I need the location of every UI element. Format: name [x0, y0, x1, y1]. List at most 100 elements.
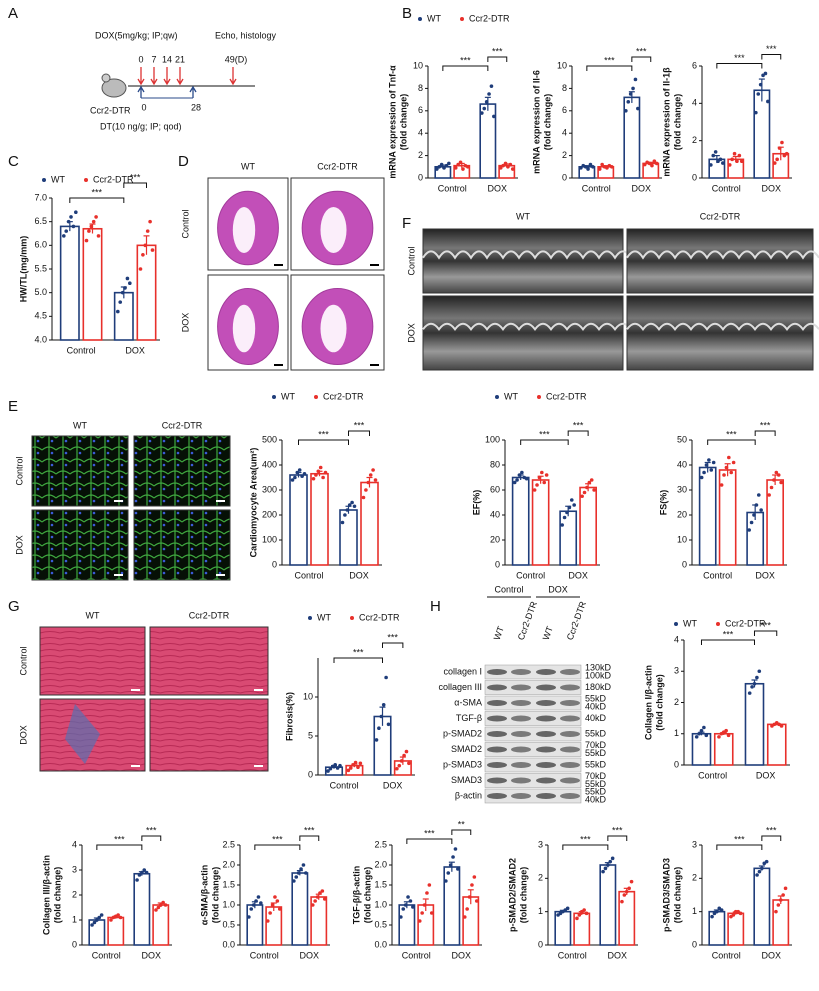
data-point: [721, 161, 725, 165]
data-point: [755, 675, 759, 680]
data-point: [704, 733, 709, 738]
data-point: [699, 728, 704, 733]
data-point: [368, 473, 373, 477]
data-point: [756, 493, 761, 497]
data-point: [589, 478, 594, 482]
masson-image: [39, 626, 146, 696]
data-point: [292, 879, 296, 883]
x-tick-label: Control: [712, 950, 741, 960]
data-point: [163, 903, 168, 907]
bar: [559, 510, 578, 566]
x-tick-label: DOX: [632, 183, 652, 193]
data-point: [501, 163, 505, 168]
significance-bracket: [716, 844, 763, 850]
significance-bracket: [333, 657, 384, 663]
data-point: [94, 215, 98, 219]
data-point: [402, 753, 406, 758]
y-axis-label: (fold change): [52, 867, 62, 924]
data-point: [508, 162, 513, 167]
x-tick-label: DOX: [300, 950, 320, 960]
data-point: [143, 243, 148, 248]
column-label: WT: [86, 610, 100, 620]
y-tick-label: 0: [692, 939, 697, 949]
ventricle: [320, 304, 347, 353]
significance-label: ***: [604, 55, 615, 65]
y-tick-label: 0: [308, 769, 313, 779]
blot-band: [560, 731, 580, 737]
data-point: [302, 471, 307, 476]
y-tick-label: 1: [72, 914, 77, 924]
data-point: [321, 475, 325, 480]
data-point: [597, 167, 602, 171]
data-point: [506, 165, 510, 169]
data-point: [697, 731, 701, 736]
y-tick-label: 0: [495, 559, 500, 569]
data-point: [384, 675, 388, 680]
significance-bracket: [382, 642, 404, 648]
mouse-icon: [101, 78, 127, 98]
data-point: [636, 106, 640, 111]
y-tick-label: 100: [262, 534, 277, 544]
data-point: [747, 528, 751, 532]
blot-band: [487, 700, 507, 706]
y-tick-label: 10: [677, 534, 687, 544]
data-point: [524, 476, 529, 481]
data-point: [482, 106, 487, 111]
bar: [246, 904, 264, 946]
data-point: [647, 161, 652, 166]
y-tick-label: 0.5: [222, 919, 235, 929]
data-point: [775, 157, 779, 162]
y-tick-label: 3: [72, 864, 77, 874]
data-point: [90, 923, 94, 927]
data-point: [118, 300, 123, 304]
significance-bracket: [631, 56, 652, 62]
significance-bracket: [123, 182, 147, 188]
data-point: [458, 160, 463, 165]
data-point: [772, 478, 776, 482]
timeline-label: DOX(5mg/kg; IP;qw): [95, 30, 178, 40]
x-tick-label: DOX: [756, 770, 776, 780]
data-point: [731, 460, 736, 465]
blot-row-label: TGF-β: [456, 713, 482, 723]
data-point: [318, 465, 323, 470]
day-label: 49(D): [225, 54, 248, 64]
x-tick-label: DOX: [488, 183, 508, 193]
bar: [310, 472, 329, 566]
legend-label: Ccr2-DTR: [93, 174, 134, 184]
data-point: [702, 725, 706, 730]
bar: [618, 890, 636, 946]
blot-band: [536, 715, 556, 722]
bar: [698, 466, 717, 566]
data-point: [71, 224, 76, 229]
data-point: [350, 500, 354, 505]
data-point: [766, 99, 770, 104]
data-point: [727, 455, 731, 460]
significance-label: ***: [146, 825, 157, 835]
y-tick-label: 0: [674, 759, 679, 769]
data-point: [467, 895, 472, 899]
echo-wall: [422, 250, 632, 260]
y-tick-label: 2: [562, 150, 567, 160]
data-point: [356, 765, 360, 769]
x-tick-label: DOX: [762, 950, 782, 960]
blot-strip: [484, 773, 582, 788]
y-tick-label: 5: [308, 730, 313, 740]
data-point: [326, 769, 330, 773]
y-tick-label: 0: [692, 172, 697, 182]
data-point: [774, 470, 779, 475]
masson-image: [149, 626, 269, 696]
data-point: [435, 167, 439, 171]
data-point: [74, 210, 78, 214]
bar: [289, 474, 308, 566]
blot-strip: [484, 711, 582, 726]
y-axis-label: α-SMA/β-actin: [199, 865, 209, 926]
bar: [753, 867, 771, 946]
data-point: [749, 520, 754, 525]
y-axis-label: (fold change): [362, 867, 372, 924]
marker-label: 70kD: [585, 771, 607, 781]
data-point: [603, 866, 608, 871]
scale-bar: [254, 689, 263, 691]
bar: [599, 864, 617, 946]
significance-bracket: [700, 639, 755, 645]
data-point: [456, 867, 460, 871]
